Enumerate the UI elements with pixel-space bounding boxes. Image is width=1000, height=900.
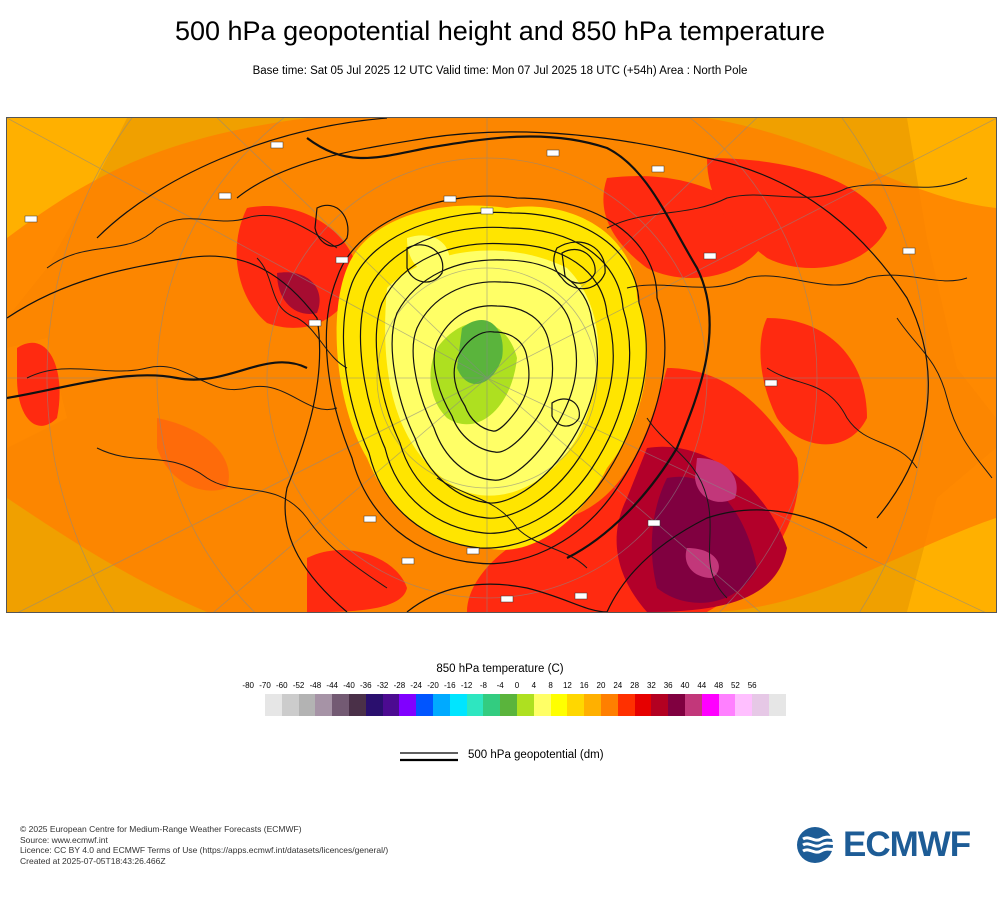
legend-tick-label: -48 <box>309 681 322 690</box>
ecmwf-logo-text: ECMWF <box>843 825 971 864</box>
legend-tick-label: -52 <box>292 681 305 690</box>
legend-color-swatch <box>449 694 467 716</box>
contour-labels <box>24 141 916 603</box>
legend-tick-label: -80 <box>242 681 254 690</box>
legend-tick-label: 32 <box>646 681 656 690</box>
legend-color-swatch <box>651 694 669 716</box>
legend-tick-label: -60 <box>276 681 288 690</box>
graticule <box>7 118 996 612</box>
legend-tick-label: 8 <box>548 681 553 690</box>
legend-tick-label: 24 <box>613 681 623 690</box>
legend-tick-label: 36 <box>663 681 673 690</box>
legend-tick-label: 44 <box>697 681 707 690</box>
legend-tick-label: 20 <box>596 681 606 690</box>
map-title: 500 hPa geopotential height and 850 hPa … <box>174 16 825 46</box>
legend-color-swatch <box>567 694 585 716</box>
legend-color-swatch <box>265 694 282 716</box>
legend-color-swatch <box>735 694 753 716</box>
legend-tick-label: -12 <box>460 681 473 690</box>
legend-color-swatch <box>718 694 736 716</box>
legend-color-bar <box>265 694 786 716</box>
legend-tick-label: -16 <box>444 681 456 690</box>
map-subtitle: Base time: Sat 05 Jul 2025 12 UTC Valid … <box>252 65 748 77</box>
legend-color-swatch <box>701 694 719 716</box>
ecmwf-logo: ECMWF <box>795 825 985 865</box>
legend-color-swatch <box>348 694 366 716</box>
legend-tick-label: -28 <box>393 681 406 690</box>
footer-source: Source: www.ecmwf.int <box>20 834 108 845</box>
legend-color-swatch <box>315 694 333 716</box>
legend-tick-label: -40 <box>343 681 355 690</box>
legend-tick-label: 4 <box>531 681 537 690</box>
coastlines <box>26 177 993 599</box>
legend-color-swatch <box>382 694 400 716</box>
extreme-area <box>651 476 757 603</box>
legend-color-swatch <box>516 694 534 716</box>
legend-color-swatch <box>432 694 450 716</box>
legend-color-swatch <box>332 694 349 716</box>
legend-color-swatch <box>533 694 551 716</box>
legend-tick-label: -8 <box>479 681 487 690</box>
legend-tick-labels: -80 -70 -60 -52 -48 -44 -40 -36 -32 -28 -24 -20 -16-… <box>240 681 760 693</box>
footer-licence: Licence: CC BY 4.0 and ECMWF Terms of Us… <box>20 845 389 855</box>
legend-color-swatch <box>365 694 383 716</box>
hot-area-east-siberia <box>707 158 887 268</box>
legend-color-swatch <box>416 694 433 716</box>
legend-tick-label: 28 <box>630 681 640 690</box>
legend-color-swatch <box>399 694 417 716</box>
warm-area-canada-south <box>157 418 229 491</box>
extreme-area-canada <box>277 272 320 314</box>
legend-color-swatch <box>298 694 316 716</box>
footer-created: Created at 2025-07-05T18:43:26.466Z <box>20 855 166 866</box>
map-canvas <box>7 118 996 612</box>
legend-tick-label: -36 <box>360 681 372 690</box>
weather-map <box>6 117 997 613</box>
legend-tick-label: -4 <box>496 681 504 690</box>
legend-color-swatch <box>483 694 501 716</box>
hot-area-south <box>307 549 407 612</box>
contour-line-legend-label: 500 hPa geopotential (dm) <box>468 749 604 761</box>
footer: © 2025 European Centre for Medium-Range … <box>20 824 388 866</box>
legend-color-swatch <box>600 694 618 716</box>
legend-tick-label: 56 <box>747 681 757 690</box>
legend-color-swatch <box>617 694 635 716</box>
main-contour <box>7 135 711 559</box>
hot-area-west <box>17 342 60 426</box>
legend-tick-label: -70 <box>259 681 271 690</box>
legend-tick-label: -24 <box>410 681 422 690</box>
hot-area-asia <box>760 318 867 445</box>
legend-color-swatch <box>466 694 484 716</box>
legend-tick-label: 16 <box>579 681 589 690</box>
legend-tick-label: 40 <box>680 681 690 690</box>
legend-tick-label: 0 <box>514 681 520 690</box>
legend-tick-label: -20 <box>427 681 439 690</box>
legend-color-swatch <box>281 694 299 716</box>
geopotential-contours <box>7 118 929 612</box>
legend-tick-label: 52 <box>730 681 740 690</box>
legend-tick-label: -32 <box>376 681 389 690</box>
legend-color-swatch <box>684 694 702 716</box>
footer-copyright: © 2025 European Centre for Medium-Range … <box>20 824 302 834</box>
legend-color-swatch <box>752 694 769 716</box>
legend-title: 850 hPa temperature (C) <box>436 663 564 675</box>
legend-color-swatch <box>550 694 568 716</box>
legend-tick-label: 48 <box>714 681 724 690</box>
legend-color-swatch <box>634 694 652 716</box>
legend-color-swatch <box>500 694 517 716</box>
ecmwf-logo-icon <box>797 827 840 863</box>
legend-color-swatch <box>668 694 685 716</box>
contour-line-legend-icon <box>400 752 458 762</box>
legend-color-swatch <box>768 694 786 716</box>
legend-color-swatch <box>584 694 601 716</box>
legend-tick-label: -44 <box>326 681 338 690</box>
legend-tick-label: 12 <box>562 681 572 690</box>
